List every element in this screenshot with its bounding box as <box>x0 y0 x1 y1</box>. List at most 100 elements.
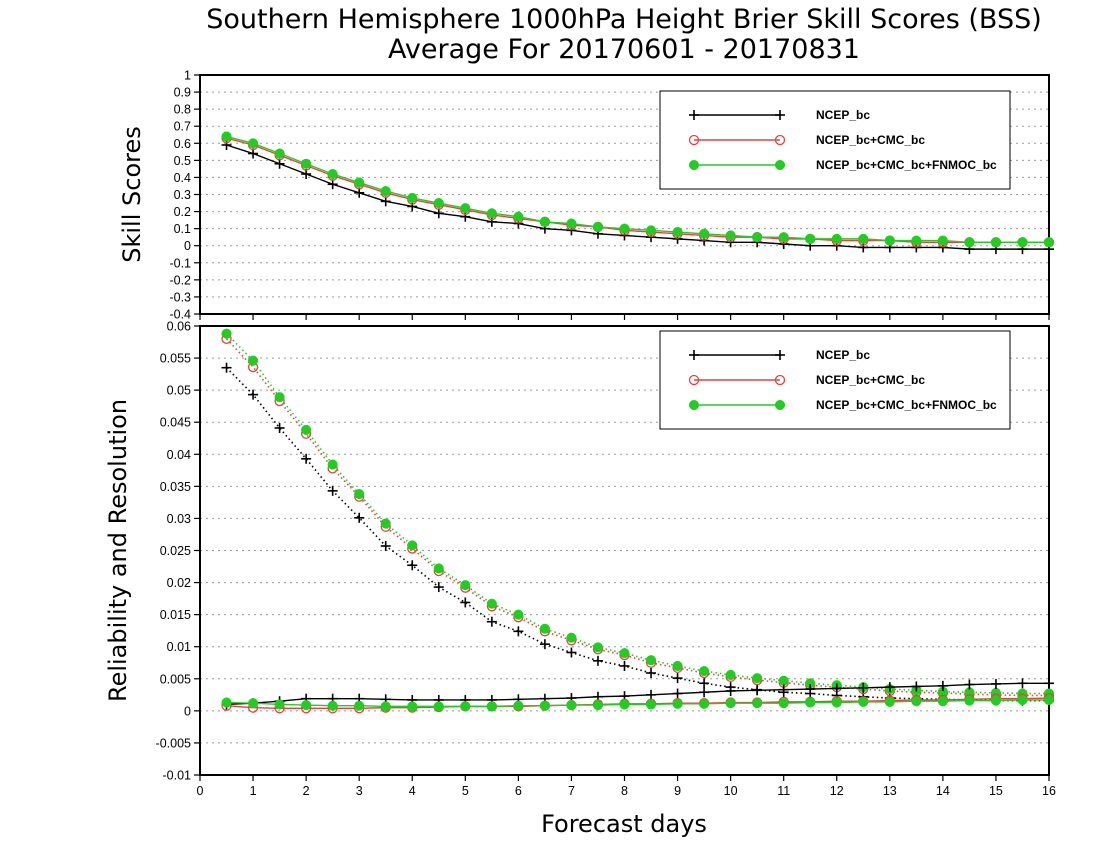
y-tick-label: 0.03 <box>167 512 191 526</box>
data-point <box>433 701 444 712</box>
chart-title: Southern Hemisphere 1000hPa Height Brier… <box>206 4 1042 35</box>
y-tick-label: 0.1 <box>174 222 191 236</box>
legend-item: NCEP_bc <box>689 348 870 362</box>
data-point <box>539 216 550 227</box>
data-point <box>1043 237 1055 248</box>
y-tick-label: 0.4 <box>174 171 191 185</box>
data-point <box>937 680 948 691</box>
data-point <box>964 679 975 690</box>
y-axis-label: Reliability and Resolution <box>104 399 132 702</box>
legend-marker <box>774 374 786 386</box>
data-point <box>486 598 497 609</box>
y-tick-label: 0.7 <box>174 120 191 134</box>
data-point <box>274 392 285 403</box>
data-point <box>327 168 338 180</box>
data-point <box>407 560 418 571</box>
data-point <box>248 355 259 366</box>
data-point <box>407 201 418 212</box>
data-point <box>248 148 259 159</box>
x-tick-label: 8 <box>621 784 628 798</box>
y-tick-label: 0.035 <box>160 480 191 494</box>
data-point <box>539 623 550 634</box>
legend-marker <box>775 350 785 360</box>
legend-marker <box>775 110 785 120</box>
data-point <box>407 540 418 551</box>
data-point <box>301 424 312 435</box>
data-point <box>248 698 259 709</box>
data-point <box>380 186 391 197</box>
data-point <box>619 223 630 234</box>
data-point <box>274 158 285 169</box>
data-point <box>327 700 338 711</box>
data-point <box>778 232 789 243</box>
data-point <box>566 632 577 643</box>
y-tick-label: 0.02 <box>167 576 191 590</box>
data-point <box>221 131 232 142</box>
data-point <box>725 230 736 241</box>
y-tick-label: 0.3 <box>174 188 191 202</box>
data-point <box>778 698 789 709</box>
y-tick-label: 0.025 <box>160 544 191 558</box>
plot-frame <box>199 74 1050 315</box>
data-point <box>513 700 524 711</box>
data-point <box>327 459 338 470</box>
data-point <box>725 669 736 680</box>
data-point <box>778 684 789 695</box>
data-point <box>937 696 948 707</box>
y-tick-label: 0.015 <box>160 608 191 622</box>
legend-marker <box>774 134 786 146</box>
x-axis-label: Forecast days <box>541 810 707 838</box>
legend-item: NCEP_bc+CMC_bc+FNMOC_bc <box>688 158 997 172</box>
data-point <box>301 158 312 169</box>
y-tick-label: 0 <box>184 239 191 253</box>
data-point <box>221 362 232 373</box>
x-tick-label: 4 <box>409 784 416 798</box>
legend-item: NCEP_bc+CMC_bc+FNMOC_bc <box>688 398 997 412</box>
x-tick-label: 15 <box>989 784 1003 798</box>
data-point <box>539 700 550 711</box>
legend: NCEP_bc NCEP_bc+CMC_bc NCEP_bc+CMC_bc+FNMO… <box>659 330 1011 430</box>
data-point <box>354 489 365 500</box>
x-tick-label: 16 <box>1042 784 1056 798</box>
data-point <box>672 227 683 238</box>
data-point <box>725 698 736 709</box>
x-tick-label: 2 <box>303 784 310 798</box>
data-point <box>752 232 763 243</box>
data-point <box>752 698 763 709</box>
data-point <box>858 242 869 253</box>
y-tick-label: 0.05 <box>167 384 191 398</box>
series-4-reliability <box>221 692 1055 714</box>
legend-item: NCEP_bc+CMC_bc <box>688 373 925 387</box>
x-tick-label: 7 <box>568 784 575 798</box>
data-point <box>990 695 1001 706</box>
y-tick-label: -0.005 <box>156 736 191 750</box>
data-point <box>460 203 471 214</box>
data-point <box>805 684 816 695</box>
y-tick-label: -0.4 <box>169 308 191 322</box>
x-tick-label: 10 <box>724 784 738 798</box>
y-tick-label: 0.01 <box>167 640 191 654</box>
data-point <box>380 196 391 207</box>
y-tick-label: -0.2 <box>169 273 191 287</box>
data-point <box>380 701 391 712</box>
y-tick-label: 0.9 <box>174 86 191 100</box>
legend-marker <box>689 350 699 360</box>
data-point <box>1043 694 1055 706</box>
data-point <box>858 233 869 244</box>
data-point <box>699 666 710 677</box>
data-point <box>672 698 683 709</box>
data-point <box>301 453 312 464</box>
data-point <box>964 237 975 248</box>
data-point <box>592 642 604 653</box>
data-point <box>1017 694 1028 706</box>
series-line <box>226 697 1050 709</box>
data-point <box>911 696 922 707</box>
skill-scores-panel: -0.4 -0.3 -0.2 -0.1 0 0.1 0.2 0.3 0.4 0.5 0.6 0.7 0.… <box>118 69 1055 322</box>
data-point <box>301 169 312 180</box>
data-point <box>831 683 842 694</box>
data-point <box>513 211 524 222</box>
data-point <box>699 687 710 698</box>
data-point <box>354 700 365 711</box>
data-point <box>619 699 630 710</box>
data-point <box>433 563 444 574</box>
